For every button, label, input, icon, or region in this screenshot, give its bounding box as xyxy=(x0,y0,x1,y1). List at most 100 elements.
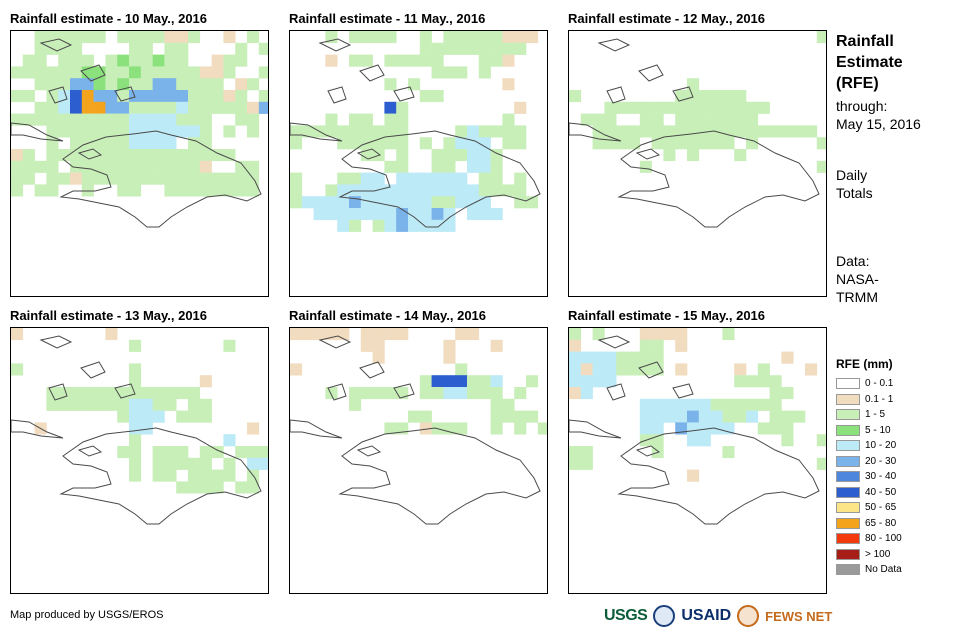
coastline xyxy=(356,445,382,457)
map-credit: Map produced by USGS/EROS xyxy=(10,609,164,621)
map-panel-11-may xyxy=(289,30,548,297)
rainfall-cell xyxy=(687,137,700,150)
rainfall-cell xyxy=(372,351,385,364)
coastline xyxy=(48,86,68,104)
rainfall-cell xyxy=(781,410,794,423)
rainfall-cell xyxy=(34,31,47,44)
rainfall-cell xyxy=(384,54,397,67)
rainfall-cell xyxy=(70,66,83,79)
rainfall-cell xyxy=(722,446,735,459)
rainfall-cell xyxy=(93,90,106,103)
rainfall-cell xyxy=(698,398,711,411)
rainfall-cell xyxy=(129,137,142,150)
legend-item: 10 - 20 xyxy=(836,438,896,453)
rainfall-cell xyxy=(592,351,605,364)
rainfall-cell xyxy=(639,113,652,126)
rainfall-cell xyxy=(337,208,350,221)
rainfall-cell xyxy=(247,160,260,173)
rainfall-cell xyxy=(140,42,153,55)
coastline xyxy=(597,335,631,349)
map-panel-14-may xyxy=(289,327,548,594)
rainfall-cell xyxy=(290,196,303,209)
rainfall-cell xyxy=(223,31,236,44)
rainfall-cell xyxy=(816,434,826,447)
rainfall-cell xyxy=(419,422,432,435)
coastline xyxy=(617,130,820,228)
rainfall-cell xyxy=(616,137,629,150)
rainfall-cell xyxy=(258,66,268,79)
rainfall-cell xyxy=(490,375,503,388)
rainfall-cell xyxy=(301,196,314,209)
rainfall-cell xyxy=(211,78,224,91)
legend-swatch xyxy=(836,533,860,544)
rainfall-cell xyxy=(467,160,480,173)
rainfall-cell xyxy=(199,398,212,411)
rainfall-cell xyxy=(140,31,153,44)
rainfall-cell xyxy=(152,172,165,185)
coastline xyxy=(318,38,352,52)
rainfall-cell xyxy=(478,137,491,150)
rainfall-cell xyxy=(93,113,106,126)
coastline xyxy=(59,427,262,525)
rainfall-cell xyxy=(769,422,782,435)
rainfall-cell xyxy=(757,101,770,114)
legend-item: > 100 xyxy=(836,547,890,562)
rainfall-cell xyxy=(290,172,303,185)
rainfall-cell xyxy=(592,375,605,388)
rainfall-cell xyxy=(490,160,503,173)
coastline xyxy=(338,427,541,525)
coastline xyxy=(672,86,694,102)
rainfall-cell xyxy=(199,446,212,459)
rainfall-cell xyxy=(337,184,350,197)
rainfall-cell xyxy=(360,208,373,221)
rainfall-cell xyxy=(443,351,456,364)
rainfall-cell xyxy=(490,398,503,411)
rainfall-cell xyxy=(639,339,652,352)
rainfall-cell xyxy=(70,149,83,162)
rainfall-cell xyxy=(164,398,177,411)
rainfall-cell xyxy=(514,137,527,150)
legend-item: 20 - 30 xyxy=(836,454,896,469)
legend-swatch xyxy=(836,378,860,389)
rainfall-cell xyxy=(223,457,236,470)
rainfall-cell xyxy=(455,149,468,162)
rainfall-cell xyxy=(188,78,201,91)
rainfall-cell xyxy=(734,113,747,126)
rainfall-cell xyxy=(223,172,236,185)
rainfall-cell xyxy=(188,469,201,482)
rainfall-cell xyxy=(360,387,373,400)
rainfall-cell xyxy=(199,78,212,91)
rainfall-cell xyxy=(616,351,629,364)
rainfall-cell xyxy=(675,410,688,423)
rainfall-cell xyxy=(188,66,201,79)
rainfall-cell xyxy=(140,66,153,79)
rainfall-cell xyxy=(247,101,260,114)
rainfall-cell xyxy=(235,160,248,173)
rainfall-cell xyxy=(11,66,24,79)
rainfall-cell xyxy=(360,31,373,44)
rainfall-cell xyxy=(152,149,165,162)
rainfall-cell xyxy=(490,184,503,197)
rainfall-cell xyxy=(443,339,456,352)
rainfall-cell xyxy=(651,328,664,341)
legend-swatch xyxy=(836,517,860,529)
rainfall-cell xyxy=(781,351,794,364)
rainfall-cell xyxy=(687,125,700,138)
rainfall-cell xyxy=(514,184,527,197)
rainfall-cell xyxy=(290,363,303,376)
legend-item: 0.1 - 1 xyxy=(836,392,893,407)
rainfall-cell xyxy=(360,339,373,352)
rainfall-cell xyxy=(384,208,397,221)
rainfall-cell xyxy=(325,196,338,209)
rainfall-cell xyxy=(117,410,130,423)
rainfall-cell xyxy=(455,31,468,44)
rainfall-cell xyxy=(129,125,142,138)
rainfall-cell xyxy=(663,149,676,162)
rainfall-cell xyxy=(211,90,224,103)
rainfall-cell xyxy=(616,125,629,138)
rainfall-cell xyxy=(93,78,106,91)
rainfall-cell xyxy=(467,375,480,388)
rainfall-cell xyxy=(384,219,397,232)
rainfall-cell xyxy=(419,219,432,232)
rainfall-cell xyxy=(396,219,409,232)
